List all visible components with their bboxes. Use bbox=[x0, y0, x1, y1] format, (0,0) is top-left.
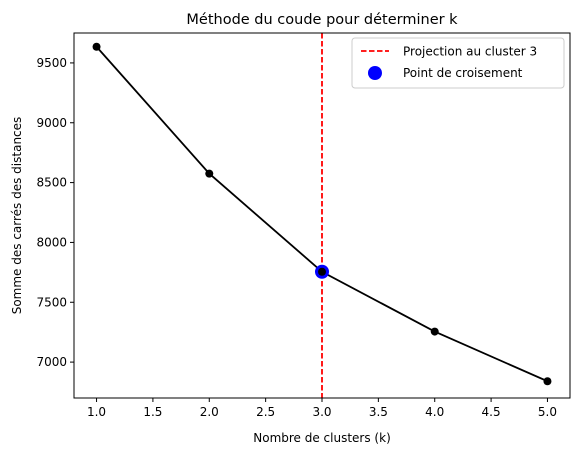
data-point-marker bbox=[92, 42, 101, 51]
y-axis-label: Somme des carrés des distances bbox=[10, 117, 24, 315]
data-point-marker bbox=[430, 327, 439, 336]
y-tick-label: 7500 bbox=[36, 295, 67, 309]
y-tick-label: 8000 bbox=[36, 235, 67, 249]
x-tick-label: 1.0 bbox=[87, 405, 106, 419]
x-tick-label: 4.0 bbox=[425, 405, 444, 419]
data-point-marker bbox=[205, 169, 214, 178]
y-tick-label: 9000 bbox=[36, 116, 67, 130]
legend-blue-circle-icon bbox=[368, 66, 382, 80]
y-tick-label: 9500 bbox=[36, 56, 67, 70]
y-tick-label: 8500 bbox=[36, 176, 67, 190]
x-tick-label: 5.0 bbox=[538, 405, 557, 419]
y-axis-ticks: 7000 7500 8000 8500 9000 9500 bbox=[36, 56, 74, 369]
x-tick-label: 3.0 bbox=[312, 405, 331, 419]
data-point-marker bbox=[543, 377, 552, 386]
legend-label-projection: Projection au cluster 3 bbox=[403, 45, 537, 59]
x-tick-label: 2.0 bbox=[200, 405, 219, 419]
y-tick-label: 7000 bbox=[36, 355, 67, 369]
plot-content bbox=[92, 33, 552, 398]
x-tick-label: 2.5 bbox=[256, 405, 275, 419]
data-point-marker bbox=[318, 267, 326, 276]
legend-box bbox=[351, 37, 565, 89]
x-axis-ticks: 1.0 1.5 2.0 2.5 3.0 3.5 4.0 4.5 5.0 bbox=[87, 398, 557, 419]
legend: Projection au cluster 3 Point de croisem… bbox=[351, 37, 565, 89]
chart-title: Méthode du coude pour déterminer k bbox=[186, 12, 458, 28]
legend-label-point: Point de croisement bbox=[403, 66, 523, 80]
x-tick-label: 1.5 bbox=[143, 405, 162, 419]
x-tick-label: 4.5 bbox=[482, 405, 501, 419]
x-axis-label: Nombre de clusters (k) bbox=[253, 431, 391, 445]
x-tick-label: 3.5 bbox=[369, 405, 388, 419]
